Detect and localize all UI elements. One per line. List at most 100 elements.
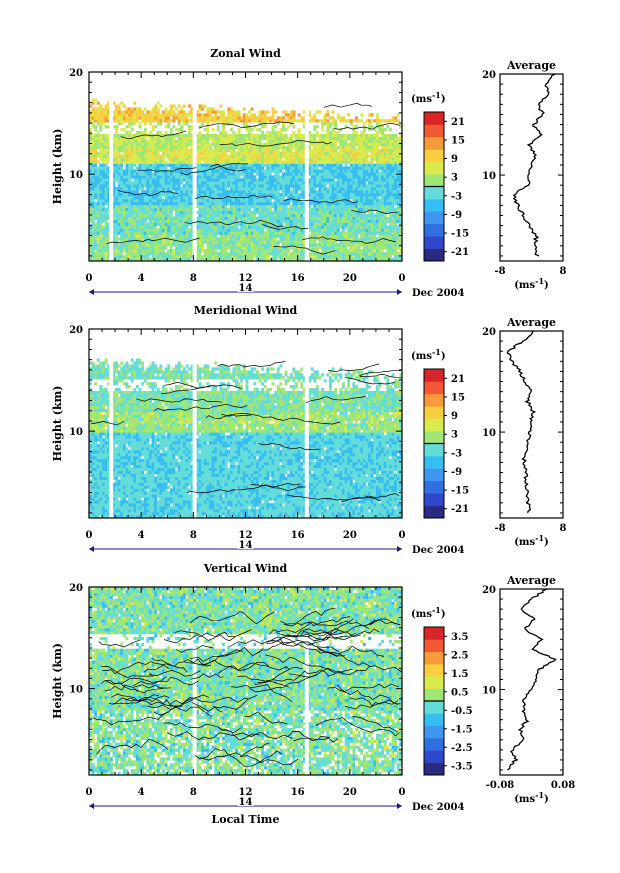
wind-cell [323, 201, 327, 206]
wind-cell [318, 225, 322, 229]
wind-cell [386, 243, 390, 247]
wind-cell [201, 178, 205, 182]
wind-cell [248, 148, 252, 153]
wind-cell [300, 237, 304, 241]
wind-cell [321, 243, 325, 247]
wind-cell [313, 258, 317, 262]
wind-cell [198, 231, 202, 235]
wind-cell [300, 145, 304, 150]
wind-cell [258, 136, 262, 141]
wind-cell [222, 181, 225, 185]
wind-cell [258, 252, 262, 256]
wind-cell [125, 198, 129, 203]
wind-cell [375, 249, 379, 253]
wind-cell [258, 148, 262, 153]
wind-cell [235, 222, 238, 226]
wind-cell [219, 157, 223, 161]
wind-cell [261, 151, 265, 155]
wind-cell [190, 219, 194, 223]
wind-cell [276, 187, 280, 191]
wind-cell [185, 145, 189, 150]
wind-cell [133, 246, 137, 250]
wind-cell [373, 219, 377, 223]
wind-cell [130, 234, 134, 238]
wind-cell [373, 145, 377, 150]
wind-cell [302, 196, 306, 200]
wind-cell [242, 139, 246, 144]
wind-cell [381, 169, 385, 173]
wind-cell [378, 249, 382, 253]
wind-cell [248, 136, 252, 141]
wind-cell [115, 249, 118, 253]
wind-cell [99, 225, 103, 229]
wind-cell [99, 219, 103, 223]
wind-cell [156, 234, 160, 238]
wind-cell [360, 154, 364, 158]
wind-cell [399, 163, 403, 167]
wind-cell [188, 219, 192, 223]
wind-cell [315, 169, 319, 173]
wind-cell [391, 151, 395, 155]
wind-cell [289, 216, 293, 220]
wind-cell [287, 187, 291, 191]
wind-cell [381, 207, 385, 212]
wind-cell [318, 193, 322, 197]
wind-cell [148, 187, 152, 191]
wind-cell [156, 151, 160, 155]
wind-cell [263, 222, 267, 226]
wind-cell [198, 136, 202, 141]
wind-cell [164, 151, 168, 155]
wind-cell [297, 160, 301, 164]
wind-cell [138, 228, 142, 232]
wind-cell [274, 160, 278, 164]
wind-cell [245, 148, 249, 153]
wind-cell [268, 148, 272, 153]
wind-cell [318, 157, 322, 161]
wind-cell [362, 139, 366, 144]
wind-cell [89, 187, 92, 191]
wind-cell [130, 225, 134, 229]
wind-cell [232, 166, 236, 170]
wind-cell [235, 240, 238, 244]
wind-cell [253, 234, 257, 238]
wind-cell [206, 210, 210, 215]
wind-cell [297, 184, 301, 188]
wind-cell [352, 154, 356, 158]
wind-cell [138, 231, 142, 235]
wind-cell [180, 181, 184, 185]
wind-cell [146, 181, 150, 185]
wind-cell [339, 246, 343, 250]
wind-cell [235, 225, 238, 229]
wind-cell [214, 154, 218, 158]
wind-cell [188, 213, 192, 217]
wind-cell [365, 163, 369, 167]
wind-cell [373, 181, 377, 185]
wind-cell [151, 258, 155, 262]
wind-cell [381, 240, 385, 244]
wind-cell [349, 139, 353, 144]
wind-cell [203, 157, 207, 161]
wind-cell [141, 181, 145, 185]
wind-cell [342, 210, 345, 215]
wind-cell [388, 246, 392, 250]
wind-cell [219, 231, 223, 235]
wind-cell [300, 240, 304, 244]
wind-cell [102, 243, 105, 247]
wind-cell [365, 175, 369, 179]
wind-cell [253, 193, 257, 197]
wind-cell [141, 219, 145, 223]
wind-cell [331, 136, 335, 141]
wind-cell [227, 231, 231, 235]
wind-cell [201, 255, 205, 259]
wind-cell [368, 258, 371, 262]
wind-cell [133, 237, 137, 241]
wind-cell [146, 207, 150, 212]
wind-cell [295, 210, 298, 215]
wind-cell [263, 169, 267, 173]
wind-cell [185, 258, 189, 262]
wind-cell [323, 181, 327, 185]
wind-cell [336, 157, 340, 161]
wind-cell [355, 184, 358, 188]
wind-cell [201, 172, 205, 176]
wind-cell [159, 154, 163, 158]
